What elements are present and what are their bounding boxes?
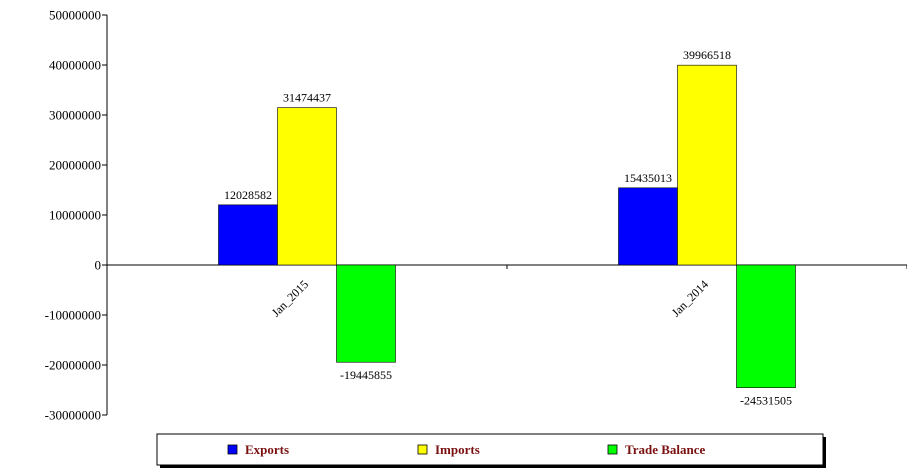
legend-label: Trade Balance	[625, 442, 706, 457]
bar-imports	[278, 108, 337, 265]
legend-label: Exports	[245, 442, 289, 457]
y-tick-label: 30000000	[49, 108, 101, 123]
data-label: -19445855	[340, 368, 392, 382]
bar-trade-balance	[737, 265, 796, 388]
y-tick-label: -10000000	[45, 308, 101, 323]
bar-trade-balance	[337, 265, 396, 362]
legend: Exports Imports Trade Balance	[157, 434, 826, 468]
y-tick-label: 0	[95, 258, 102, 273]
bars	[219, 65, 796, 387]
bar-exports	[219, 205, 278, 265]
y-tick-label: 40000000	[49, 58, 101, 73]
bar-exports	[619, 188, 678, 265]
data-label: 15435013	[624, 171, 672, 185]
data-label: 39966518	[683, 48, 731, 62]
y-tick-label: -20000000	[45, 358, 101, 373]
legend-label: Imports	[435, 442, 480, 457]
legend-swatch	[418, 445, 427, 454]
y-tick-label: 50000000	[49, 8, 101, 23]
y-tick-label: 10000000	[49, 208, 101, 223]
y-tick-label: 20000000	[49, 158, 101, 173]
bar-imports	[678, 65, 737, 265]
legend-swatch	[228, 445, 237, 454]
legend-swatch	[608, 445, 617, 454]
category-label: Jan_2015	[269, 277, 311, 319]
data-label: 12028582	[224, 188, 272, 202]
category-label: Jan_2014	[669, 277, 711, 319]
data-label: -24531505	[740, 394, 792, 408]
data-label: 31474437	[283, 91, 331, 105]
y-tick-label: -30000000	[45, 408, 101, 423]
